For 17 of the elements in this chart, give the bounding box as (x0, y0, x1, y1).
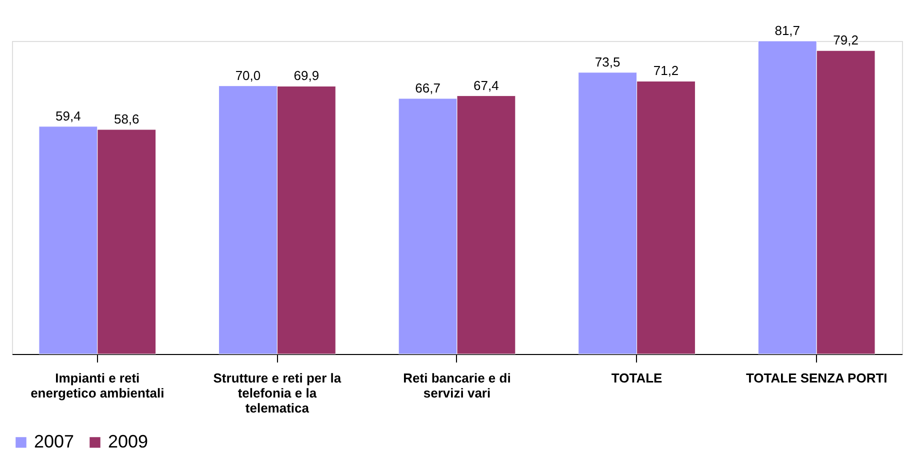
x-tick-label: Strutture e reti per la telefonia e la telematica (213, 370, 342, 416)
data-label: 79,2 (833, 32, 858, 48)
x-tick-label: Reti bancarie e di servizi vari (403, 370, 511, 400)
data-label: 58,6 (114, 112, 140, 126)
x-tick-label: TOTALE (611, 370, 663, 386)
data-label: 69,9 (294, 68, 320, 84)
data-label: 67,4 (474, 78, 499, 93)
x-tick-label: Impianti e reti energetico ambientali (30, 370, 164, 400)
data-label: 59,4 (56, 108, 81, 124)
data-label: 81,7 (774, 23, 800, 38)
data-label: 71,2 (653, 63, 679, 78)
legend-label: 2007 (34, 431, 74, 452)
legend-label: 2009 (108, 431, 148, 452)
data-label: 70,0 (235, 68, 261, 83)
data-label: 66,7 (415, 80, 440, 96)
data-label: 73,5 (594, 54, 620, 70)
x-tick-label: TOTALE SENZA PORTI (746, 370, 888, 386)
